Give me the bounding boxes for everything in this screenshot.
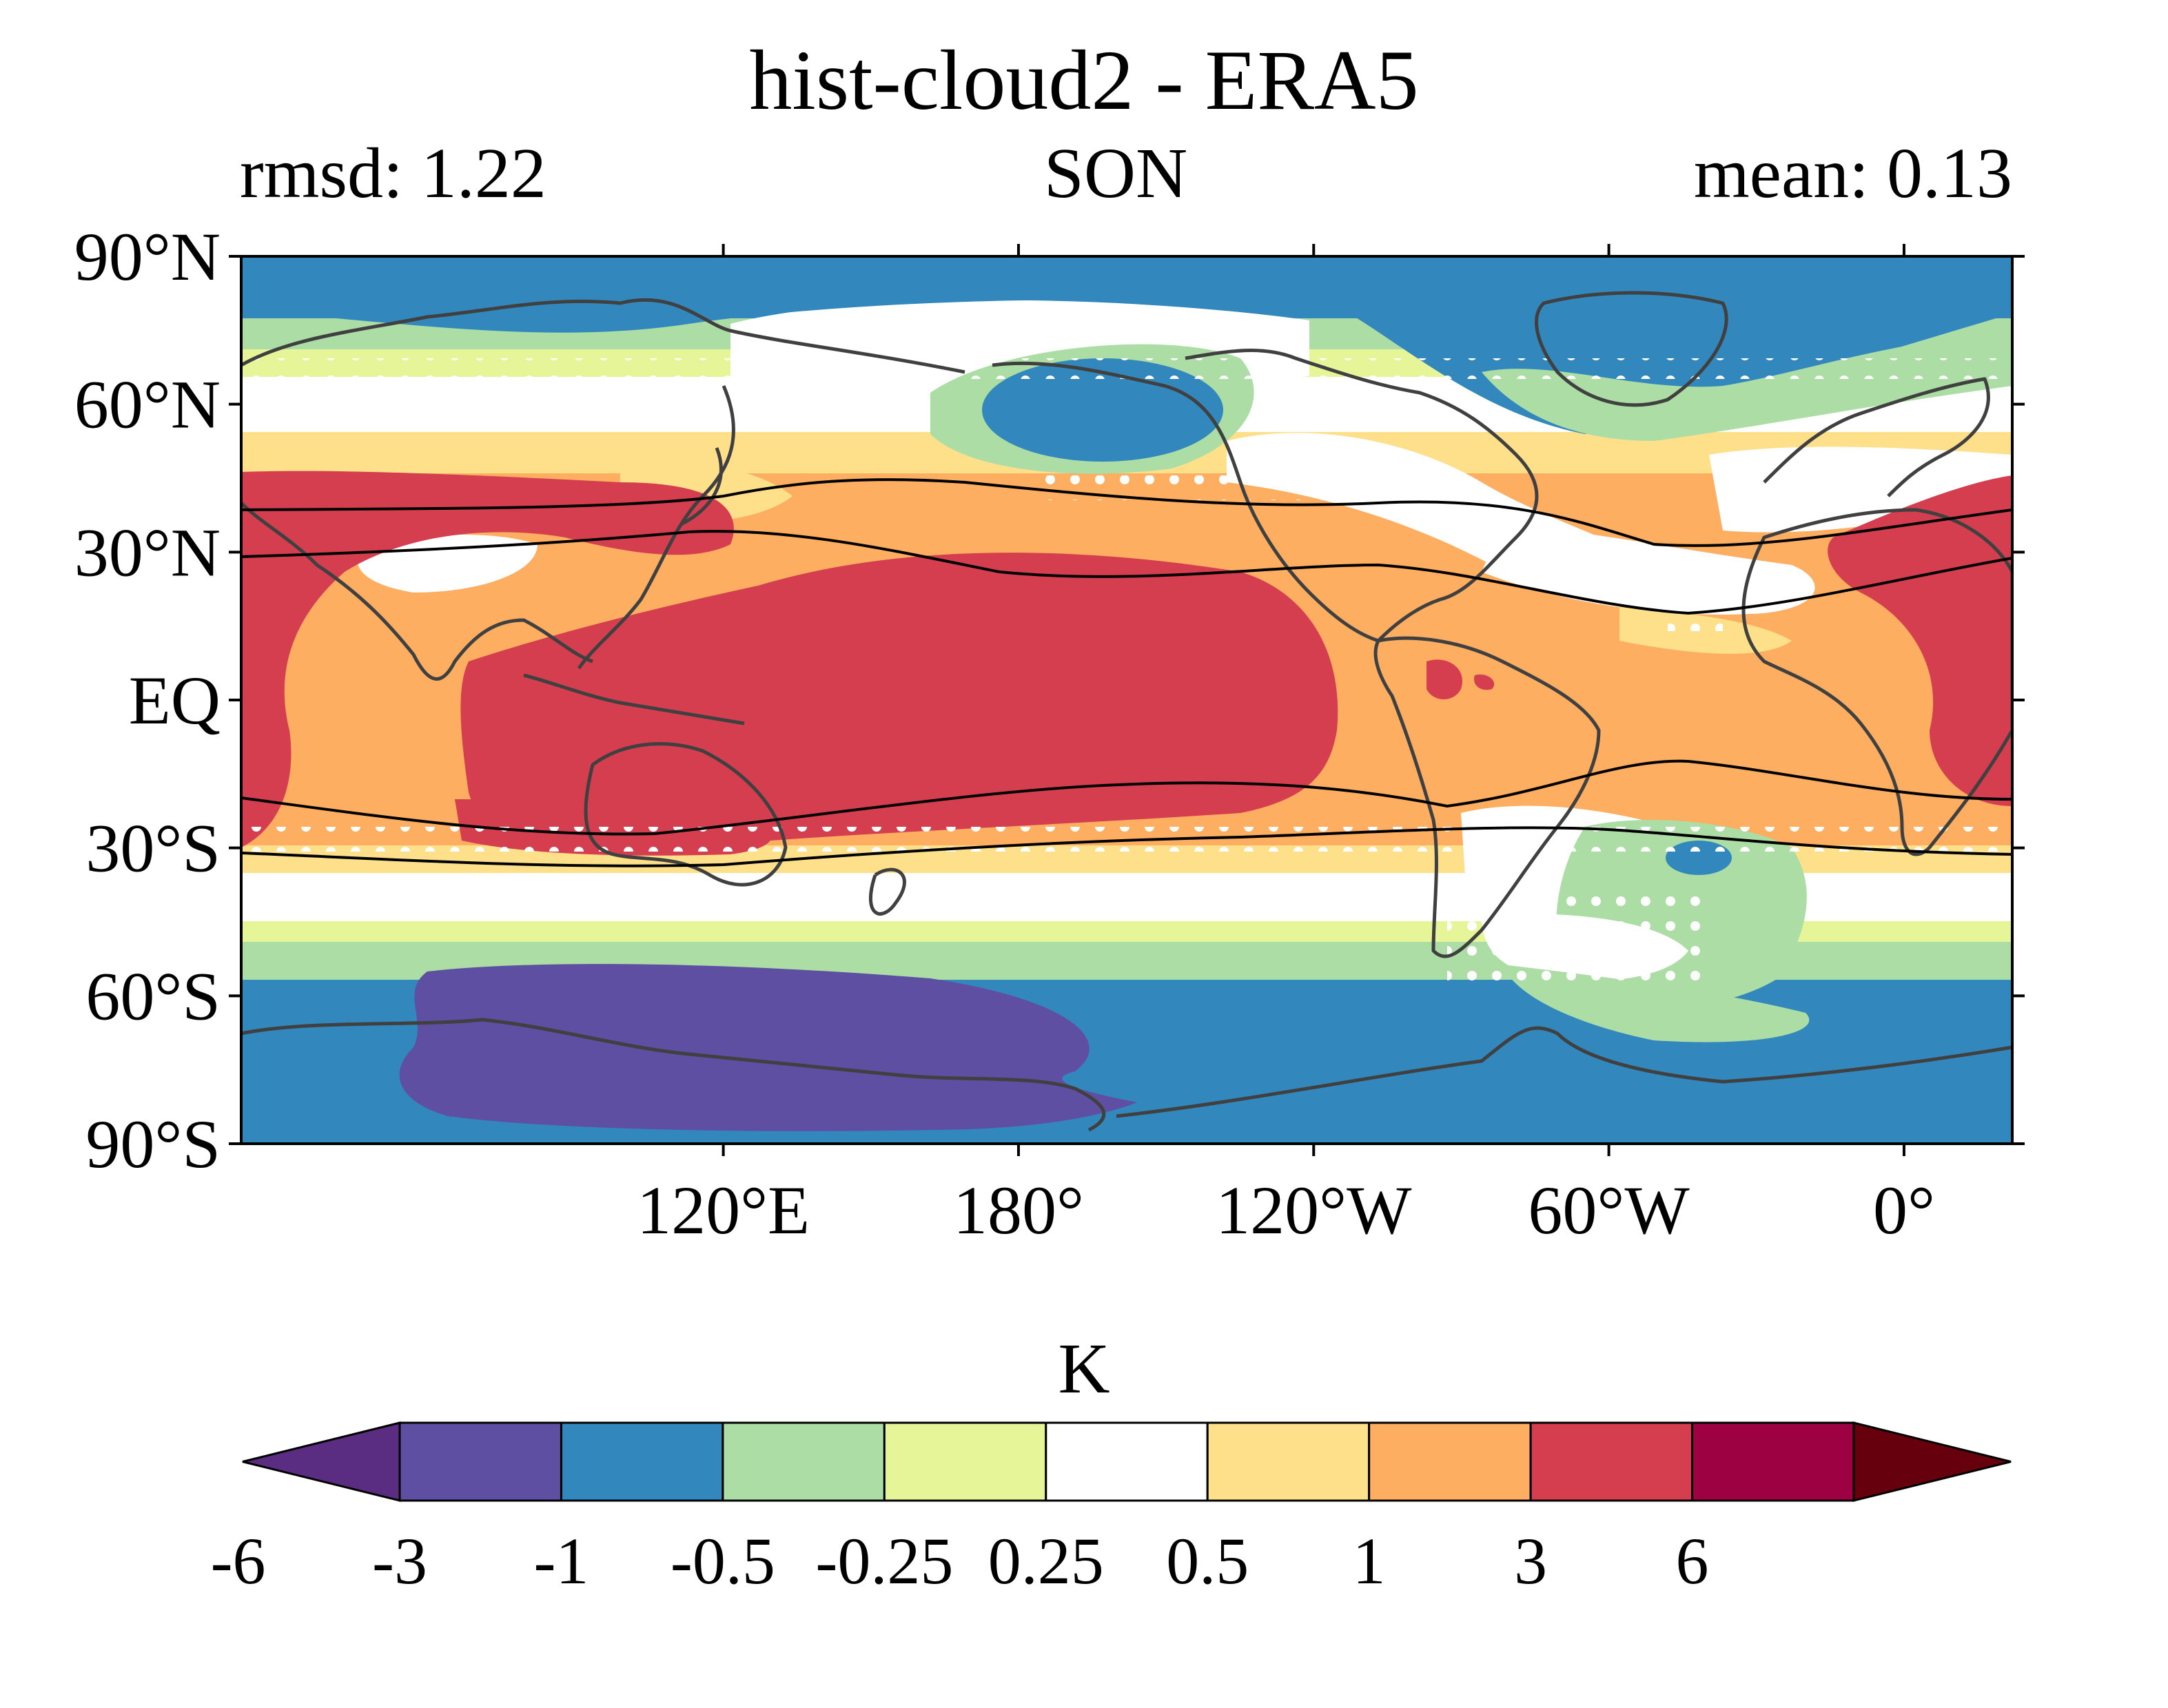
colorbar-tick-labels: -6 -3 -1 -0.5 -0.25 0.25 0.5 1 3 6 xyxy=(211,1524,1709,1598)
lat-tick-label: 30°S xyxy=(85,810,221,887)
stipple-s-america xyxy=(1447,882,1709,992)
colorbar-units-label: K xyxy=(1058,1329,1110,1408)
coast-south-asia xyxy=(241,502,593,681)
coast-new-zealand xyxy=(868,867,906,916)
colorbar-segment xyxy=(1368,1421,1532,1502)
coast-australia xyxy=(584,742,788,887)
coast-south-america xyxy=(1373,636,1601,958)
coast-antarctica xyxy=(241,1018,2012,1132)
mean-annotation: mean: 0.13 xyxy=(1693,134,2012,213)
contour-n-inner xyxy=(241,530,2012,615)
colorbar-tick-label: -0.25 xyxy=(815,1524,953,1598)
colorbar-segment xyxy=(398,1421,562,1502)
anomaly-field xyxy=(241,256,2012,1144)
colorbar-segment xyxy=(1529,1421,1694,1502)
region-atlantic-white xyxy=(1482,524,1815,615)
region-eurasia-white xyxy=(357,535,538,593)
colorbar-segment xyxy=(560,1421,724,1502)
colorbar-over-triangle xyxy=(1852,1421,2012,1502)
colorbar-tick-label: -0.5 xyxy=(671,1524,775,1598)
rmsd-annotation: rmsd: 1.22 xyxy=(240,134,546,213)
colorbar-tick-label: -3 xyxy=(372,1524,427,1598)
lon-tick-labels: 120°E 180° 120°W 60°W 0° xyxy=(637,1172,1935,1248)
colorbar-segment xyxy=(1206,1421,1371,1502)
map-title: hist-cloud2 - ERA5 xyxy=(749,33,1419,127)
region-antarctic-cold xyxy=(399,964,1137,1131)
lon-tick-label: 180° xyxy=(953,1172,1084,1248)
lat-tick-label: 60°N xyxy=(74,367,221,443)
region-africa-warm xyxy=(1828,475,2012,806)
contour-n-outer xyxy=(241,478,2012,547)
lat-tick-label: 60°S xyxy=(85,958,221,1034)
colorbar-tick-label: 1 xyxy=(1353,1524,1386,1598)
colorbar-segment xyxy=(1045,1421,1209,1502)
lon-tick-label: 60°W xyxy=(1528,1172,1690,1248)
axis-ticks xyxy=(229,244,2025,1156)
colorbar-under-triangle xyxy=(242,1421,401,1502)
lat-tick-label: 30°N xyxy=(74,514,221,590)
contour-s-inner xyxy=(241,759,2012,836)
coast-greenland xyxy=(1535,291,1728,407)
coast-north-america xyxy=(992,349,1539,643)
season-annotation: SON xyxy=(1044,134,1188,213)
colorbar-segment xyxy=(722,1421,886,1502)
lon-tick-label: 120°E xyxy=(637,1172,810,1248)
lat-tick-label: 90°N xyxy=(74,218,221,295)
colorbar-segment xyxy=(1691,1421,1855,1502)
coast-east-asia xyxy=(577,385,735,670)
lat-tick-label: EQ xyxy=(129,662,221,739)
lon-tick-label: 0° xyxy=(1873,1172,1935,1248)
coast-japan xyxy=(681,447,723,526)
stipple-north-pacific xyxy=(744,372,896,393)
region-andes-warm xyxy=(1426,659,1462,699)
stipple-30n xyxy=(1034,475,1378,500)
colorbar-tick-label: 3 xyxy=(1514,1524,1547,1598)
region-amazon-warm xyxy=(1474,675,1495,690)
colorbar-tick-label: 0.25 xyxy=(988,1524,1104,1598)
colorbar-tick-label: 6 xyxy=(1676,1524,1709,1598)
coast-africa xyxy=(1741,508,2012,856)
contour-lines xyxy=(241,478,2012,867)
contour-s-outer xyxy=(241,826,2012,867)
coastlines xyxy=(241,291,2012,1132)
lat-tick-labels: 90°N 60°N 30°N EQ 30°S 60°S 90°S xyxy=(74,218,221,1182)
lat-tick-label: 90°S xyxy=(85,1106,221,1182)
lon-tick-label: 120°W xyxy=(1216,1172,1412,1248)
colorbar xyxy=(242,1421,2012,1502)
colorbar-tick-label: -1 xyxy=(533,1524,589,1598)
region-tropical-pacific-warm xyxy=(460,553,1338,850)
coast-se-asia-islands xyxy=(523,673,745,726)
colorbar-tick-label: 0.5 xyxy=(1166,1524,1249,1598)
colorbar-segment xyxy=(883,1421,1047,1502)
colorbar-tick-label: -6 xyxy=(211,1524,266,1598)
coast-europe xyxy=(1763,377,1990,497)
coast-eurasia-north xyxy=(241,298,965,374)
stipple-north xyxy=(241,358,2012,379)
